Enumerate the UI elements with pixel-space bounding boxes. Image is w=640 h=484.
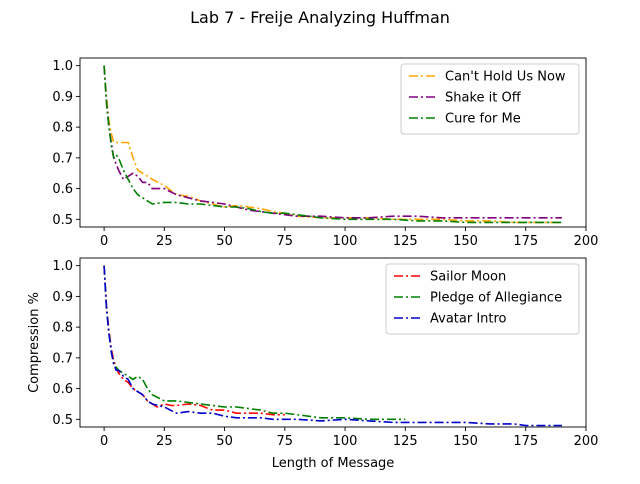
series-line-2 <box>103 265 406 421</box>
x-tick-label: 125 <box>393 434 418 449</box>
legend-box <box>385 263 580 335</box>
series-line-3 <box>103 265 562 427</box>
axes-frame <box>79 257 587 428</box>
y-tick-label: 0.8 <box>52 121 73 136</box>
legend-label: Cure for Me <box>445 112 521 127</box>
legend-label: Can't Hold Us Now <box>445 70 566 85</box>
y-tick-label: 0.5 <box>52 213 73 228</box>
x-tick-label: 100 <box>333 434 358 449</box>
series-lines <box>103 265 562 427</box>
x-tick-label: 0 <box>100 234 108 249</box>
figure-title: Lab 7 - Freije Analyzing Huffman <box>190 8 450 27</box>
y-tick-label: 1.0 <box>52 259 73 274</box>
y-tick-label: 0.5 <box>52 413 73 428</box>
y-tick-label: 0.9 <box>52 90 73 105</box>
legend: Sailor Moon Pledge of Allegiance Avatar In… <box>385 263 580 335</box>
x-tick-label: 200 <box>574 434 599 449</box>
series-line-1 <box>103 265 285 416</box>
x-tick-label: 150 <box>453 234 478 249</box>
y-tick-label: 0.7 <box>52 151 73 166</box>
x-axis-label: Length of Message <box>272 456 395 471</box>
y-tick-label: 0.6 <box>52 182 73 197</box>
subplots: 0 25 50 75 100 125 150 175 200 0.5 0.6 0.7 0.8 0.9 1.0… <box>27 57 599 471</box>
y-tick-label: 0.9 <box>52 290 73 305</box>
x-tick-label: 100 <box>333 234 358 249</box>
x-tick-label: 175 <box>513 234 538 249</box>
x-tick-label: 125 <box>393 234 418 249</box>
y-tick-label: 0.6 <box>52 382 73 397</box>
legend-label: Shake it Off <box>445 91 522 106</box>
x-tick-label: 75 <box>277 434 294 449</box>
y-tick-label: 1.0 <box>52 59 73 74</box>
x-tick-label: 50 <box>216 434 233 449</box>
legend-label: Avatar Intro <box>430 312 507 327</box>
legend-label: Sailor Moon <box>430 270 506 285</box>
subplot-1: 0 25 50 75 100 125 150 175 200 0.5 0.6 0.7 0.8 0.9 1.0… <box>52 57 599 249</box>
axes-frame <box>79 57 587 228</box>
x-tick-label: 150 <box>453 434 478 449</box>
y-tick-label: 0.7 <box>52 351 73 366</box>
legend-box <box>400 63 580 135</box>
y-axis-label: Compression % <box>27 292 42 393</box>
subplot-2: 0 25 50 75 100 125 150 175 200 0.5 0.6 0.7 0.8 0.9 1.0… <box>27 257 599 471</box>
series-line-3 <box>103 65 562 224</box>
x-tick-label: 200 <box>574 234 599 249</box>
y-tick-label: 0.8 <box>52 321 73 336</box>
legend: Can't Hold Us Now Shake it Off Cure for Me <box>400 63 580 135</box>
x-tick-label: 25 <box>156 434 173 449</box>
series-lines <box>103 65 562 224</box>
legend-label: Pledge of Allegiance <box>430 291 562 306</box>
x-tick-label: 0 <box>100 434 108 449</box>
x-tick-label: 175 <box>513 434 538 449</box>
series-line-2 <box>103 65 562 219</box>
x-tick-label: 50 <box>216 234 233 249</box>
x-tick-label: 75 <box>277 234 294 249</box>
x-tick-label: 25 <box>156 234 173 249</box>
